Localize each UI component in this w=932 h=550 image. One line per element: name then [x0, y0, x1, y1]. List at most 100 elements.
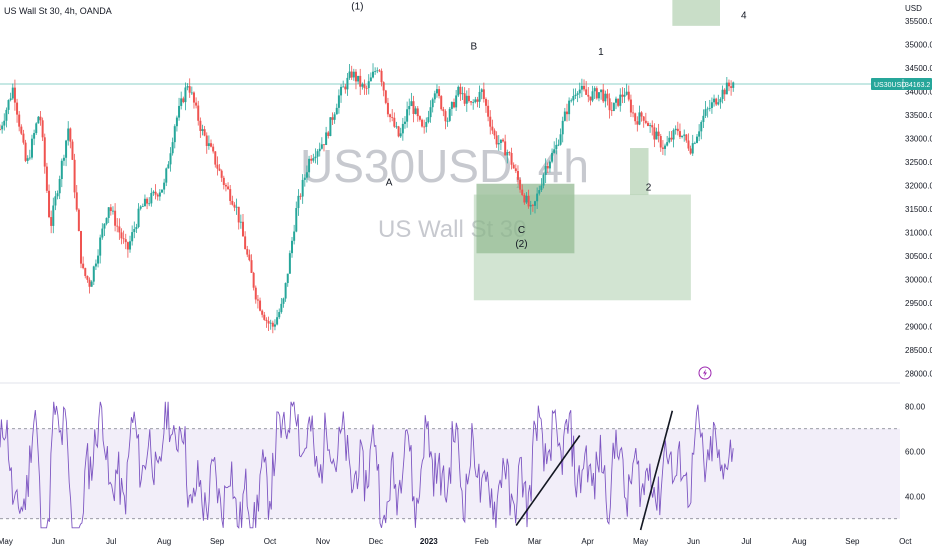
- price-tick-label: 29500.0: [905, 299, 932, 308]
- time-tick-label: Jul: [106, 537, 116, 546]
- candle-body: [137, 208, 140, 227]
- candle-body: [386, 102, 389, 115]
- candle-body: [265, 319, 268, 321]
- candle-body: [237, 206, 240, 223]
- zone-rect[interactable]: [476, 183, 575, 254]
- flash-icon[interactable]: [698, 366, 712, 380]
- candle-body: [169, 153, 172, 165]
- candle-body: [459, 86, 462, 95]
- price-axis[interactable]: USD 35500.0 35000.0 34500.0 34000.0 33500.0 3…: [905, 4, 932, 379]
- candle-body: [13, 87, 16, 103]
- wave-label[interactable]: 1: [598, 47, 604, 58]
- candle-body: [523, 194, 526, 203]
- candle-body: [135, 226, 138, 230]
- candle-body: [369, 77, 372, 82]
- zone-rect[interactable]: [672, 0, 720, 26]
- candle-body: [457, 86, 460, 96]
- candle-body: [555, 144, 558, 150]
- candle-body: [58, 179, 61, 194]
- rsi-trendline[interactable]: [639, 410, 674, 531]
- price-tick-label: 32500.0: [905, 158, 932, 167]
- candle-body: [278, 312, 281, 318]
- wave-label[interactable]: (2): [515, 239, 527, 250]
- candle-body: [167, 164, 170, 169]
- wave-label[interactable]: (1): [351, 1, 363, 12]
- candle-body: [521, 189, 524, 195]
- candle-body: [282, 298, 285, 304]
- candle-body: [231, 200, 234, 205]
- candle-body: [359, 75, 362, 87]
- candle-body: [295, 208, 298, 232]
- candle-body: [361, 84, 364, 87]
- candle-body: [510, 152, 513, 165]
- candle-body: [557, 144, 560, 146]
- candle-body: [700, 122, 703, 132]
- candle-body: [540, 185, 543, 191]
- candle-body: [310, 158, 313, 161]
- zone-rect[interactable]: [473, 194, 691, 301]
- candle-body: [719, 99, 722, 103]
- candle-body: [695, 136, 698, 143]
- candle-body: [604, 93, 607, 102]
- candle-body: [425, 121, 428, 127]
- candle-body: [178, 105, 181, 118]
- wave-label[interactable]: C: [518, 225, 525, 236]
- rsi-trendline[interactable]: [515, 435, 581, 526]
- candle-body: [239, 221, 242, 223]
- candle-body: [702, 115, 705, 123]
- candle-body: [657, 131, 660, 136]
- candle-body: [497, 143, 500, 145]
- candle-body: [472, 102, 475, 103]
- candle-body: [391, 117, 394, 118]
- candle-body: [75, 192, 78, 210]
- candle-body: [99, 237, 102, 256]
- candle-body: [574, 94, 577, 97]
- candle-body: [504, 141, 507, 156]
- candle-body: [133, 229, 136, 233]
- rsi-tick-label: 60.00: [905, 447, 926, 456]
- candle-body: [77, 209, 80, 232]
- candle-body: [664, 145, 667, 149]
- candle-body: [689, 148, 692, 154]
- candle-body: [374, 71, 377, 72]
- candle-body: [651, 125, 654, 128]
- time-tick-label: May: [633, 537, 648, 546]
- candle-body: [615, 98, 618, 103]
- candle-body: [625, 91, 628, 95]
- candle-body: [534, 201, 537, 206]
- candle-body: [214, 151, 217, 165]
- candle-body: [227, 186, 230, 190]
- wave-label[interactable]: A: [386, 178, 393, 189]
- candle-body: [649, 125, 652, 127]
- candle-body: [156, 194, 159, 197]
- time-axis[interactable]: May Jun Jul Aug Sep Oct Nov Dec 2023 Feb Mar Apr May…: [0, 537, 912, 546]
- zone-rect[interactable]: [630, 148, 649, 196]
- candle-body: [470, 101, 473, 103]
- wave-label[interactable]: 4: [741, 10, 747, 21]
- candle-body: [88, 279, 91, 287]
- candle-body: [291, 240, 294, 254]
- candle-body: [288, 253, 291, 274]
- candle-body: [188, 86, 191, 93]
- candle-body: [440, 96, 443, 110]
- price-tick-label: 31500.0: [905, 205, 932, 214]
- candle-body: [120, 232, 123, 239]
- candle-body: [118, 226, 121, 233]
- candle-body: [542, 174, 545, 186]
- wave-label[interactable]: 2: [646, 182, 652, 193]
- candle-body: [627, 91, 630, 100]
- price-tag-symbol: US30USD: [874, 82, 906, 89]
- price-candles: [0, 63, 735, 334]
- candle-body: [638, 112, 641, 125]
- candle-body: [18, 114, 21, 127]
- candle-body: [446, 120, 449, 122]
- candle-body: [122, 238, 125, 240]
- candle-body: [192, 92, 195, 103]
- candle-body: [11, 87, 14, 99]
- candle-body: [514, 168, 517, 172]
- candle-body: [1, 125, 4, 130]
- wave-label[interactable]: B: [470, 41, 477, 52]
- candle-body: [26, 158, 29, 161]
- candle-body: [640, 112, 643, 117]
- candle-body: [16, 102, 19, 115]
